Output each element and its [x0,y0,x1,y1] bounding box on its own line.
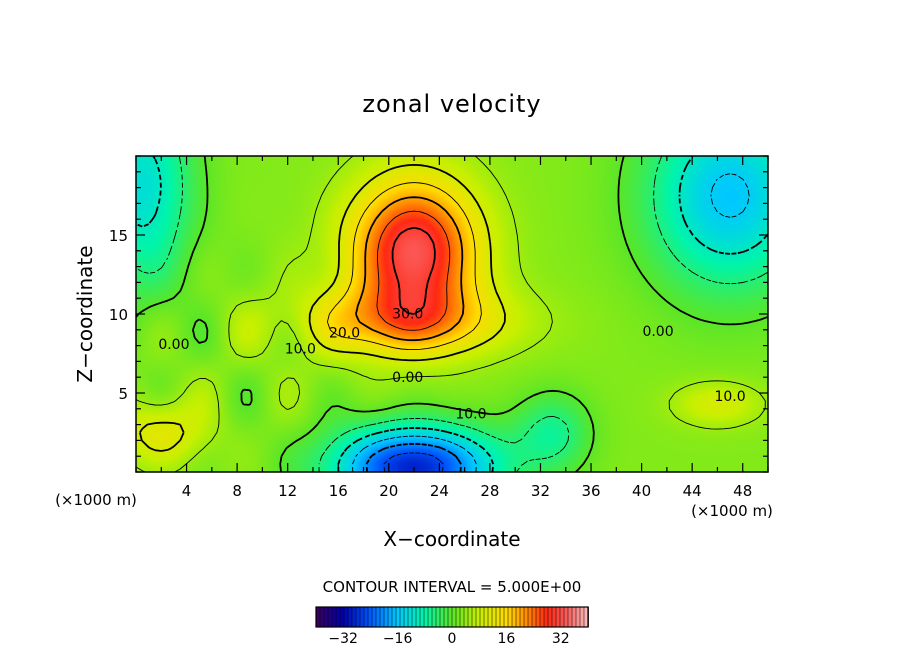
contour-line [136,156,768,472]
x-axis-ticks: 4 8 12 16 20 24 28 32 36 40 44 48 [135,156,769,500]
plot-area: 30.0 20.0 10.0 0.00 0.00 10.0 0.00 10.0 [136,156,768,472]
y-axis-ticks: 5 10 15 [109,155,768,473]
contour-line [365,443,462,472]
x-tick-label: 4 [182,482,192,500]
x-tick-label: 24 [430,482,449,500]
x-tick-label: 28 [480,482,499,500]
colorbar-tick-label: 16 [497,631,515,647]
contour-label: 0.00 [642,324,673,340]
colorbar-tick-label: 0 [448,631,457,647]
y-tick-label: 5 [118,385,128,403]
x-unit-right: (×1000 m) [691,502,773,520]
contour-line [136,156,768,472]
contour-line [326,182,482,351]
x-tick-label: 8 [232,482,242,500]
x-tick-label: 20 [379,482,398,500]
contour-line [352,173,750,472]
contour-interval-text: CONTOUR INTERVAL = 5.000E+00 [323,578,582,596]
x-tick-label: 40 [632,482,651,500]
y-tick-label: 15 [109,227,128,245]
contour-label: 30.0 [392,307,423,323]
colorbar-ticks: −32 −16 0 16 32 [328,631,569,647]
contour-line [139,164,506,452]
contour-line [391,226,436,315]
contour-label: 20.0 [329,326,360,342]
x-axis-label: X−coordinate [383,527,520,551]
x-tick-label: 32 [531,482,550,500]
contour-labels: 30.0 20.0 10.0 0.00 0.00 10.0 0.00 10.0 [158,307,745,423]
contour-line [376,210,451,331]
x-tick-label: 44 [683,482,702,500]
y-tick-label: 10 [109,306,128,324]
colorbar-tick-label: 32 [552,631,570,647]
colorbar [315,606,589,628]
x-tick-label: 12 [278,482,297,500]
x-tick-label: 36 [581,482,600,500]
contour-line [383,452,444,472]
contour-line [355,196,465,342]
contour-line [136,156,766,472]
heatmap-field [136,156,768,472]
x-tick-label: 48 [733,482,752,500]
x-unit-left: (×1000 m) [55,491,137,509]
y-axis-label: Z−coordinate [73,245,97,382]
chart-title: zonal velocity [362,90,541,118]
colorbar-tick-label: −16 [383,631,413,647]
contour-label: 0.00 [392,370,423,386]
contour-label: 10.0 [285,342,316,358]
contour-label: 0.00 [158,337,189,353]
contour-label: 10.0 [714,389,745,405]
contour-lines [136,156,768,472]
colorbar-frame [315,606,589,628]
colorbar-tick-label: −32 [328,631,358,647]
contour-label: 10.0 [455,406,486,422]
x-tick-label: 16 [329,482,348,500]
